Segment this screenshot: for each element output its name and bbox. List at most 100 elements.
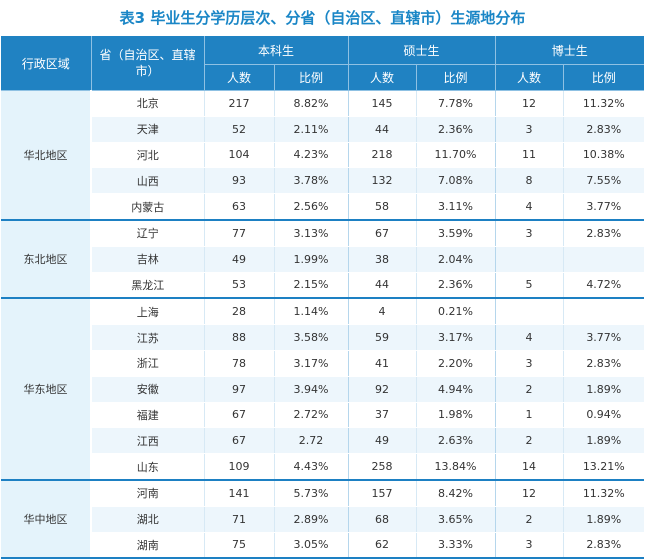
master-ratio-cell: 2.36% <box>416 272 496 300</box>
doctor-ratio-cell: 13.21% <box>563 453 645 481</box>
master-count-cell: 218 <box>348 142 417 169</box>
master-ratio-cell: 13.84% <box>416 453 496 481</box>
table-row: 福建 67 2.72% 37 1.98% 1 0.94% <box>1 402 645 429</box>
doctor-count-cell: 8 <box>495 167 564 195</box>
province-cell: 北京 <box>91 90 205 117</box>
bachelor-count-cell: 63 <box>204 193 275 221</box>
table-row: 山西 93 3.78% 132 7.08% 8 7.55% <box>1 167 645 195</box>
bachelor-ratio-cell: 2.56% <box>274 193 349 221</box>
doctor-count-cell: 12 <box>495 479 564 507</box>
master-count-cell: 157 <box>348 479 417 507</box>
header-bachelor: 本科生 <box>204 36 349 65</box>
master-count-cell: 49 <box>348 427 417 455</box>
doctor-ratio-cell: 10.38% <box>563 142 645 169</box>
table-row: 华中地区 河南 141 5.73% 157 8.42% 12 11.32% <box>1 479 645 560</box>
table-row: 东北地区 辽宁 77 3.13% 67 3.59% 3 2.83% <box>1 219 645 300</box>
bachelor-ratio-cell: 3.17% <box>274 350 349 377</box>
bachelor-count-cell: 71 <box>204 506 275 533</box>
master-ratio-cell: 2.20% <box>416 350 496 377</box>
bachelor-count-cell: 141 <box>204 479 275 507</box>
province-cell: 吉林 <box>91 246 205 273</box>
master-count-cell: 67 <box>348 219 417 247</box>
bachelor-count-cell: 97 <box>204 376 275 403</box>
master-ratio-cell: 3.11% <box>416 193 496 221</box>
bachelor-ratio-cell: 4.43% <box>274 453 349 481</box>
table-row: 湖南 75 3.05% 62 3.33% 3 2.83% <box>1 532 645 560</box>
province-cell: 上海 <box>91 298 205 326</box>
table-row: 吉林 49 1.99% 38 2.04% <box>1 246 645 273</box>
header-master-count: 人数 <box>348 64 417 91</box>
bachelor-ratio-cell: 2.72 <box>274 427 349 455</box>
doctor-ratio-cell: 11.32% <box>563 479 645 507</box>
master-ratio-cell: 2.63% <box>416 427 496 455</box>
doctor-ratio-cell: 2.83% <box>563 116 645 143</box>
master-ratio-cell: 7.08% <box>416 167 496 195</box>
table-row: 河北 104 4.23% 218 11.70% 11 10.38% <box>1 142 645 169</box>
table-row: 天津 52 2.11% 44 2.36% 3 2.83% <box>1 116 645 143</box>
doctor-ratio-cell: 4.72% <box>563 272 645 300</box>
header-region: 行政区域 <box>1 36 92 91</box>
header-bachelor-ratio: 比例 <box>274 64 349 91</box>
doctor-ratio-cell: 2.83% <box>563 350 645 377</box>
doctor-ratio-cell: 2.83% <box>563 532 645 560</box>
master-ratio-cell: 3.65% <box>416 506 496 533</box>
bachelor-ratio-cell: 1.99% <box>274 246 349 273</box>
master-ratio-cell: 3.33% <box>416 532 496 560</box>
bachelor-ratio-cell: 3.58% <box>274 324 349 351</box>
doctor-ratio-cell <box>563 246 645 273</box>
bachelor-ratio-cell: 1.14% <box>274 298 349 326</box>
table-row: 华北地区 北京 217 8.82% 145 7.78% 12 11.32% <box>1 90 645 221</box>
bachelor-ratio-cell: 3.94% <box>274 376 349 403</box>
doctor-ratio-cell: 1.89% <box>563 427 645 455</box>
master-count-cell: 4 <box>348 298 417 326</box>
region-cell: 华北地区 <box>1 90 92 221</box>
region-cell: 华东地区 <box>1 298 92 481</box>
bachelor-count-cell: 104 <box>204 142 275 169</box>
doctor-ratio-cell <box>563 298 645 326</box>
table-row: 黑龙江 53 2.15% 44 2.36% 5 4.72% <box>1 272 645 300</box>
doctor-ratio-cell: 2.83% <box>563 219 645 247</box>
doctor-ratio-cell: 3.77% <box>563 193 645 221</box>
table-row: 安徽 97 3.94% 92 4.94% 2 1.89% <box>1 376 645 403</box>
bachelor-count-cell: 78 <box>204 350 275 377</box>
doctor-count-cell: 2 <box>495 376 564 403</box>
province-cell: 福建 <box>91 402 205 429</box>
bachelor-count-cell: 93 <box>204 167 275 195</box>
province-cell: 湖北 <box>91 506 205 533</box>
bachelor-count-cell: 49 <box>204 246 275 273</box>
master-count-cell: 44 <box>348 272 417 300</box>
doctor-count-cell: 1 <box>495 402 564 429</box>
header-master: 硕士生 <box>348 36 496 65</box>
master-count-cell: 58 <box>348 193 417 221</box>
doctor-count-cell: 4 <box>495 193 564 221</box>
doctor-ratio-cell: 0.94% <box>563 402 645 429</box>
header-doctor-ratio: 比例 <box>563 64 645 91</box>
doctor-ratio-cell: 1.89% <box>563 506 645 533</box>
table-row: 山东 109 4.43% 258 13.84% 14 13.21% <box>1 453 645 481</box>
doctor-count-cell: 5 <box>495 272 564 300</box>
bachelor-count-cell: 67 <box>204 427 275 455</box>
bachelor-ratio-cell: 3.78% <box>274 167 349 195</box>
region-cell: 华中地区 <box>1 479 92 560</box>
province-cell: 江西 <box>91 427 205 455</box>
province-cell: 辽宁 <box>91 219 205 247</box>
table-body: 华北地区 北京 217 8.82% 145 7.78% 12 11.32% 天津 52 2.11% 4… <box>1 90 645 560</box>
master-ratio-cell: 3.59% <box>416 219 496 247</box>
master-count-cell: 38 <box>348 246 417 273</box>
header-province: 省（自治区、直辖市） <box>91 36 205 91</box>
master-ratio-cell: 4.94% <box>416 376 496 403</box>
bachelor-ratio-cell: 3.05% <box>274 532 349 560</box>
bachelor-count-cell: 88 <box>204 324 275 351</box>
province-cell: 安徽 <box>91 376 205 403</box>
doctor-count-cell: 3 <box>495 116 564 143</box>
bachelor-count-cell: 28 <box>204 298 275 326</box>
bachelor-ratio-cell: 4.23% <box>274 142 349 169</box>
bachelor-count-cell: 77 <box>204 219 275 247</box>
master-ratio-cell: 11.70% <box>416 142 496 169</box>
bachelor-ratio-cell: 5.73% <box>274 479 349 507</box>
master-count-cell: 132 <box>348 167 417 195</box>
master-ratio-cell: 8.42% <box>416 479 496 507</box>
distribution-table: 行政区域 省（自治区、直辖市） 本科生 硕士生 博士生 人数 比例 人数 比例 … <box>1 36 645 560</box>
table-row: 内蒙古 63 2.56% 58 3.11% 4 3.77% <box>1 193 645 221</box>
doctor-count-cell: 3 <box>495 350 564 377</box>
